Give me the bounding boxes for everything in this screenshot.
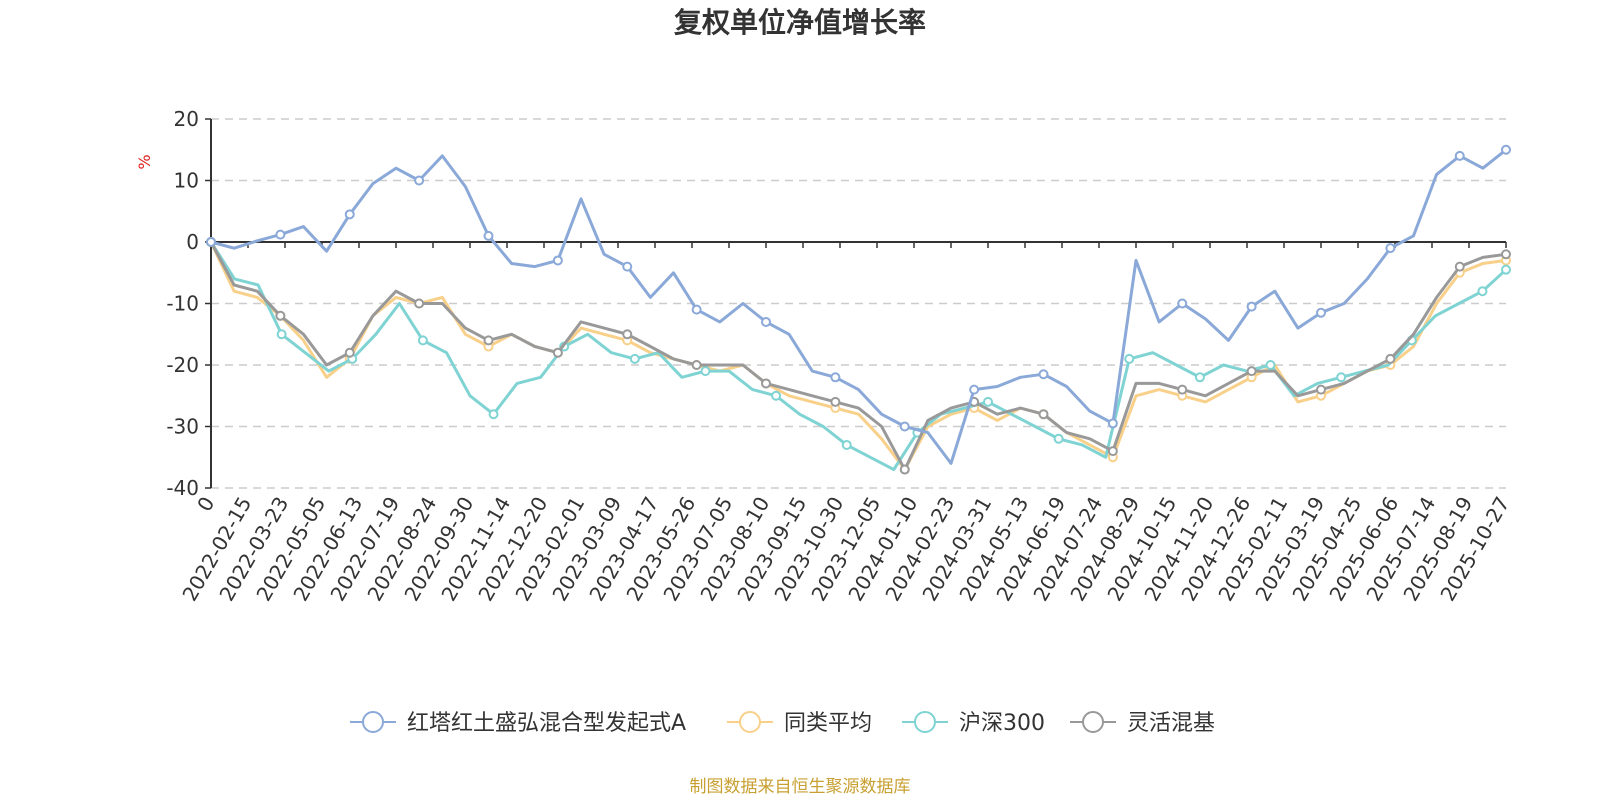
series-lines [206,144,1511,475]
data-point-2 [1501,264,1511,275]
data-point-0 [830,372,841,383]
legend-item-1[interactable]: 同类平均 [727,711,872,736]
y-tick-label: -30 [166,415,199,439]
legend-marker-icon [1082,711,1104,733]
data-point-0 [691,304,702,315]
data-point-0 [552,255,563,266]
data-point-3 [1501,249,1511,260]
data-point-0 [206,237,216,247]
legend-label: 红塔红土盛弘混合型发起式A [407,711,686,736]
y-tick-label: -20 [166,353,199,377]
data-point-2 [983,396,993,407]
legend-item-0[interactable]: 红塔红土盛弘混合型发起式A [350,711,686,736]
data-point-2 [488,409,499,420]
data-point-2 [841,439,852,450]
data-point-3 [761,378,771,389]
data-point-0 [899,421,910,432]
legend-label: 沪深300 [959,711,1045,736]
data-point-3 [1038,409,1049,420]
data-point-2 [1053,433,1064,444]
data-point-0 [761,316,771,327]
data-point-2 [276,329,287,340]
data-point-2 [1194,372,1205,383]
data-point-3 [622,329,633,340]
data-point-0 [1038,369,1049,380]
legend-label: 同类平均 [784,711,872,736]
data-point-2 [1124,353,1135,364]
data-point-3 [691,360,702,370]
chart-title: 复权单位净值增长率 [674,6,926,39]
data-source-note: 制图数据来自恒生聚源数据库 [690,777,911,797]
data-point-0 [1107,418,1118,429]
data-point-0 [414,175,425,186]
data-point-0 [1454,150,1465,161]
data-point-2 [1265,360,1276,370]
series-line-2 [209,241,1508,472]
data-point-3 [1246,366,1257,377]
data-point-3 [1454,261,1465,272]
data-point-3 [899,464,910,475]
data-point-2 [1477,286,1488,297]
data-point-0 [622,261,633,272]
y-tick-label: 20 [174,107,199,131]
data-point-2 [417,335,428,346]
data-point-0 [344,209,355,220]
legend-marker-icon [914,711,936,733]
data-point-2 [771,390,782,401]
data-point-3 [414,298,425,309]
legend-marker-icon [362,711,384,733]
legend-item-3[interactable]: 灵活混基 [1070,711,1215,736]
data-point-3 [275,310,286,321]
data-point-0 [1385,243,1396,254]
data-point-2 [700,366,711,377]
data-point-3 [1107,446,1118,457]
data-point-0 [1316,307,1326,318]
legend-item-2[interactable]: 沪深300 [902,711,1045,736]
data-point-0 [483,230,494,241]
data-point-3 [552,347,563,358]
y-tick-label: 0 [186,230,199,254]
legend-marker-icon [739,711,761,733]
legend[interactable]: 红塔红土盛弘混合型发起式A 同类平均 沪深300 灵活混基 [350,711,1215,736]
legend-label: 灵活混基 [1127,711,1215,736]
data-point-0 [969,384,980,395]
data-point-2 [1336,372,1347,383]
y-tick-label: -40 [166,476,199,500]
data-point-2 [629,353,640,364]
x-tick-label: 0 [192,493,219,516]
data-point-3 [344,347,355,358]
data-point-3 [1385,353,1396,364]
data-point-0 [1177,298,1188,309]
series-line-1 [209,241,1507,472]
data-point-3 [1177,384,1188,395]
data-point-3 [830,396,841,407]
data-point-0 [1501,144,1511,155]
y-tick-label: 10 [174,169,199,193]
data-point-0 [275,229,286,240]
y-tick-label: -10 [166,292,199,316]
y-axis-unit: % [135,154,154,169]
data-point-3 [1316,384,1326,395]
series-line-0 [210,148,1507,465]
series-line-3 [209,241,1507,472]
data-point-3 [483,335,494,346]
axes: 20100-10-20-30-4002022-02-152022-03-2320… [166,107,1514,605]
data-point-0 [1246,301,1257,312]
